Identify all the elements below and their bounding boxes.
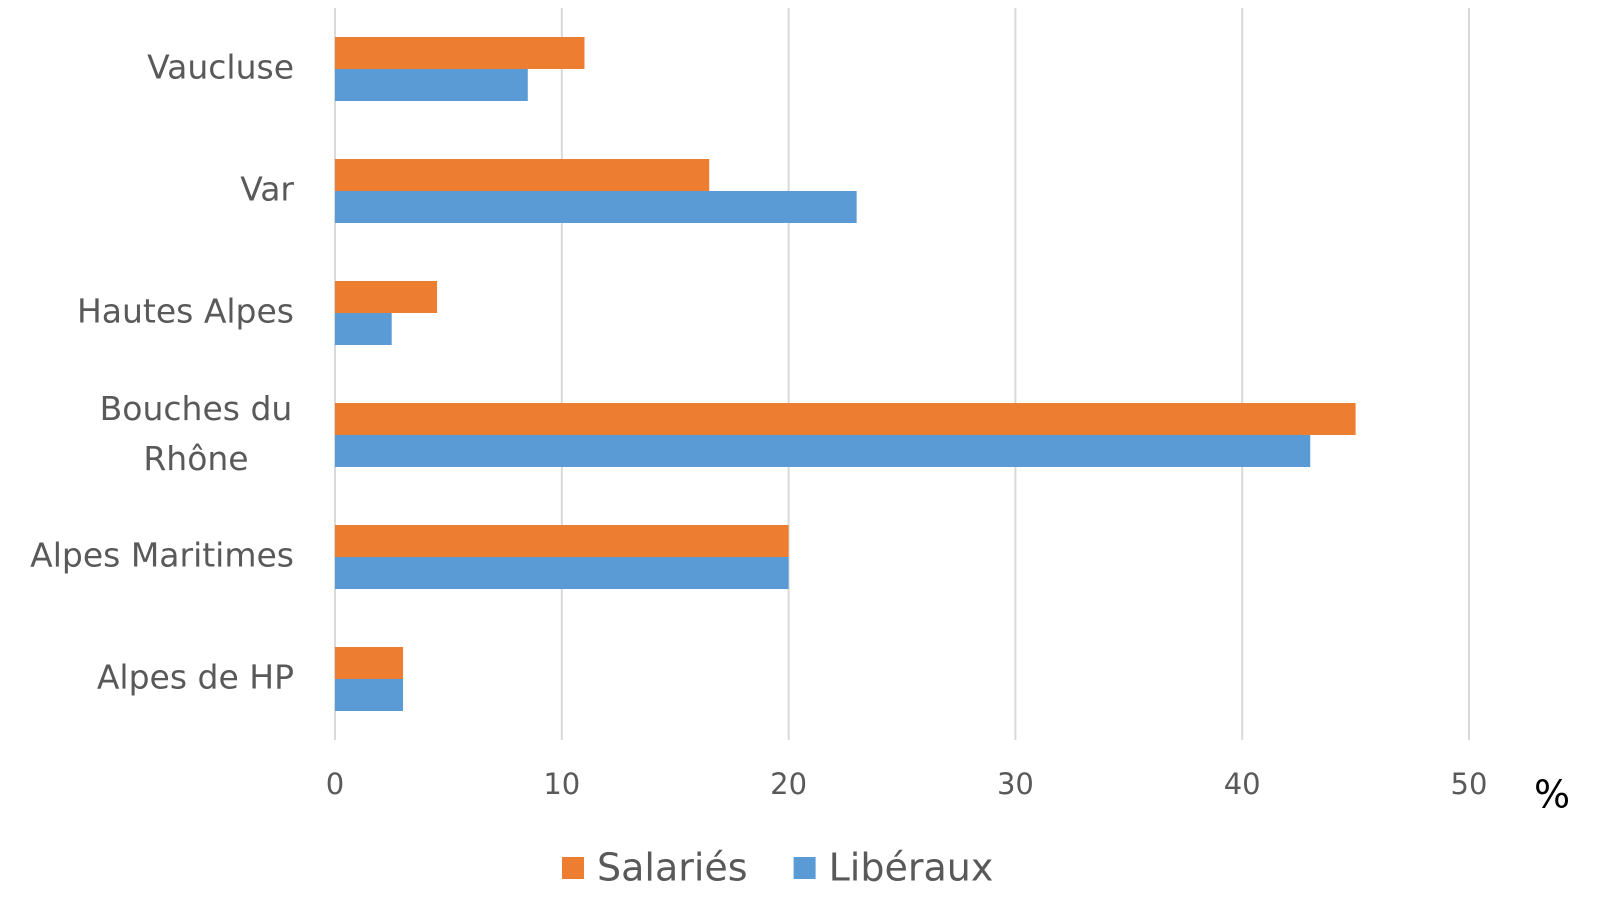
legend-swatch xyxy=(562,857,584,879)
y-tick-label: Var xyxy=(240,170,294,209)
legend-label: Libéraux xyxy=(829,846,994,890)
x-tick-label: 50 xyxy=(1451,767,1488,801)
x-tick-label: 20 xyxy=(770,767,807,801)
bar xyxy=(335,281,438,313)
x-tick-label: 40 xyxy=(1224,767,1261,801)
bar xyxy=(335,557,789,589)
x-tick-label: 0 xyxy=(326,767,344,801)
y-tick-label: Bouches du Rhône xyxy=(100,389,293,478)
bar xyxy=(335,435,1311,467)
y-tick-label: Alpes de HP xyxy=(97,658,294,697)
bar xyxy=(335,37,585,69)
bar xyxy=(335,403,1356,435)
bar xyxy=(335,525,789,557)
y-tick-label: Vaucluse xyxy=(147,48,294,87)
x-axis-unit: % xyxy=(1534,773,1570,817)
x-tick-label: 30 xyxy=(997,767,1034,801)
y-tick-label: Alpes Maritimes xyxy=(30,536,294,575)
bar xyxy=(335,191,857,223)
bar xyxy=(335,647,404,679)
x-tick-label: 10 xyxy=(543,767,580,801)
y-tick-label: Hautes Alpes xyxy=(77,292,294,331)
bar xyxy=(335,313,392,345)
bar xyxy=(335,679,404,711)
bar xyxy=(335,159,710,191)
legend-swatch xyxy=(793,857,816,879)
bar xyxy=(335,69,528,101)
legend-label: Salariés xyxy=(597,846,748,890)
